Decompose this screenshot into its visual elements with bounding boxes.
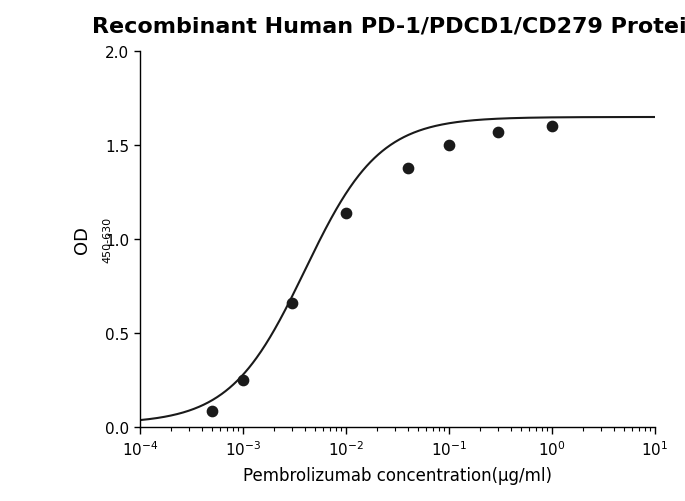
Text: OD: OD [73, 226, 91, 254]
Point [238, 377, 249, 385]
Point [443, 142, 454, 150]
X-axis label: Pembrolizumab concentration(μg/ml): Pembrolizumab concentration(μg/ml) [242, 466, 552, 484]
Point [546, 123, 557, 131]
Text: 450-630: 450-630 [103, 217, 113, 263]
Point [340, 209, 351, 217]
Point [206, 407, 217, 415]
Point [286, 300, 297, 308]
Point [493, 129, 503, 137]
Point [402, 164, 413, 172]
Title: Recombinant Human PD-1/PDCD1/CD279 Protein: Recombinant Human PD-1/PDCD1/CD279 Prote… [92, 17, 685, 37]
